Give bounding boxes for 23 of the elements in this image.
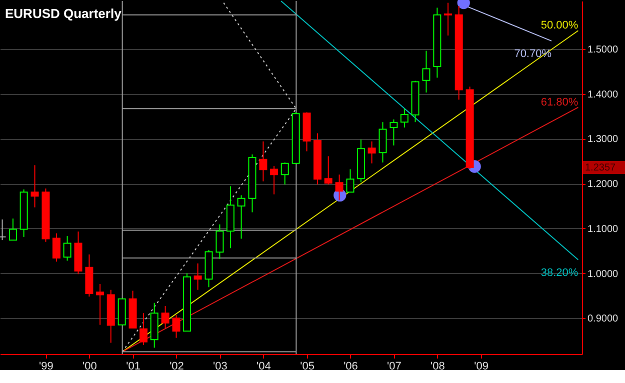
chart-title: EURUSD Quarterly	[5, 6, 122, 21]
series-label: 50.00%	[540, 20, 578, 32]
x-tick-label: '07	[387, 360, 402, 372]
x-tick-label: '04	[256, 360, 271, 372]
y-tick-label: 1.5000	[588, 44, 619, 56]
x-tick-label: '06	[344, 360, 358, 372]
y-tick-label: 1.2000	[588, 179, 619, 190]
x-tick-label: '09	[474, 360, 488, 372]
y-tick-label: 1.4000	[588, 89, 619, 100]
x-tick-label: '03	[213, 360, 228, 372]
series-label: 38.20%	[540, 266, 578, 279]
series-label: 61.80%	[540, 96, 578, 108]
y-tick-label: 1.0000	[588, 268, 619, 280]
x-tick-label: '01	[126, 360, 140, 372]
x-tick-label: '02	[170, 360, 184, 372]
y-tick-label: 1.3000	[588, 134, 619, 146]
y-tick-label: 0.9000	[588, 314, 619, 325]
x-tick-label: '00	[82, 360, 97, 372]
x-tick-label: '99	[39, 360, 54, 372]
x-tick-label: '08	[430, 360, 445, 372]
y-tick-label: 1.1000	[588, 224, 619, 235]
text: 1.2357	[585, 162, 616, 174]
x-tick-label: '05	[300, 360, 314, 372]
